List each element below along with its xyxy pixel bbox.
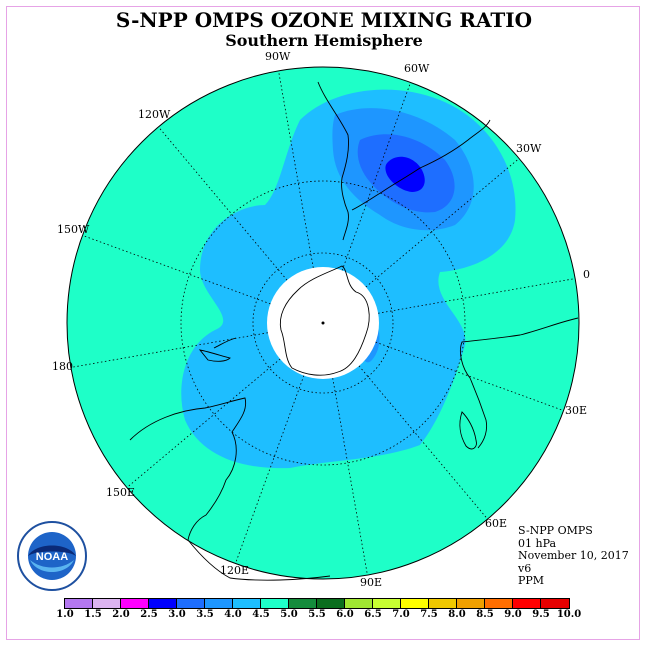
lon-label-90e: 90E (360, 576, 382, 589)
colorbar-tick-label: 2.0 (112, 609, 130, 620)
latitude-circle-60s (252, 252, 394, 394)
meridian-line (341, 82, 411, 271)
new-zealand-coastline (198, 337, 237, 362)
lon-label-120e: 120E (220, 564, 249, 577)
colorbar-swatch (457, 599, 485, 608)
colorbar-tick-label: 6.5 (364, 609, 382, 620)
pole-marker (321, 321, 325, 325)
colorbar-swatch (121, 599, 149, 608)
colorbar (64, 598, 570, 609)
page-subtitle: Southern Hemisphere (225, 31, 423, 50)
colorbar-tick-label: 5.0 (280, 609, 298, 620)
colorbar-tick-label: 9.5 (532, 609, 550, 620)
lon-label-90w: 90W (265, 50, 291, 63)
lon-label-150e: 150E (106, 486, 135, 499)
graticule (70, 70, 576, 576)
colorbar-swatch (205, 599, 233, 608)
colorbar-swatch (345, 599, 373, 608)
lon-label-120w: 120W (138, 108, 171, 121)
colorbar-tick-label: 4.5 (252, 609, 270, 620)
page-title: S-NPP OMPS OZONE MIXING RATIO (115, 8, 533, 32)
colorbar-swatch (401, 599, 429, 608)
colorbar-swatch (373, 599, 401, 608)
colorbar-tick-label: 9.0 (504, 609, 522, 620)
lon-label-30e: 30E (565, 404, 587, 417)
colorbar-swatch (289, 599, 317, 608)
meridian-line (365, 158, 520, 288)
latitude-circle-40s (180, 180, 466, 466)
colorbar-swatch (177, 599, 205, 608)
colorbar-swatch (317, 599, 345, 608)
colorbar-tick-label: 1.0 (56, 609, 74, 620)
colorbar-swatch (485, 599, 513, 608)
colorbar-tick-label: 8.5 (476, 609, 494, 620)
noaa-logo: NOAA (17, 521, 87, 591)
info-units: PPM (518, 574, 545, 587)
colorbar-swatch (233, 599, 261, 608)
map-outline (66, 66, 580, 580)
noaa-logo-text: NOAA (36, 551, 68, 563)
colorbar-tick-label: 4.0 (224, 609, 242, 620)
meridian-line (235, 375, 305, 564)
colorbar-tick-label: 5.5 (308, 609, 326, 620)
colorbar-swatch (261, 599, 289, 608)
lon-label-60w: 60W (404, 62, 430, 75)
meridian-line (126, 358, 281, 488)
colorbar-labels: 1.0 1.5 2.0 2.5 3.0 3.5 4.0 4.5 5.0 5.5 6.0 6.5 7.0 7… (0, 609, 648, 623)
meridian-line (332, 378, 368, 576)
colorbar-swatch (541, 599, 569, 608)
colorbar-tick-label: 8.0 (448, 609, 466, 620)
figure-frame (6, 6, 640, 640)
colorbar-swatch (429, 599, 457, 608)
colorbar-tick-label: 1.5 (84, 609, 102, 620)
south-america-coastline (317, 81, 491, 241)
meridian-line (82, 235, 271, 305)
longitude-labels: 90W 60W 30W 0 30E 60E 90E 120E 150E 180 … (52, 50, 590, 589)
info-version: v6 (518, 561, 532, 575)
meridian-line (278, 70, 314, 268)
lon-label-0: 0 (583, 268, 590, 281)
lon-label-150w: 150W (57, 223, 90, 236)
colorbar-swatch (65, 599, 93, 608)
madagascar-coastline (459, 411, 477, 450)
colorbar-swatch (149, 599, 177, 608)
lon-label-180: 180 (52, 360, 73, 373)
meridian-line (358, 365, 488, 520)
info-level: 01 hPa (518, 536, 557, 550)
colorbar-tick-label: 2.5 (140, 609, 158, 620)
meridian-line (158, 126, 288, 281)
australia-coastline (129, 397, 331, 581)
colorbar-tick-label: 3.0 (168, 609, 186, 620)
colorbar-tick-label: 3.5 (196, 609, 214, 620)
colorbar-tick-label: 7.5 (420, 609, 438, 620)
colorbar-tick-label: 6.0 (336, 609, 354, 620)
colorbar-swatch (513, 599, 541, 608)
info-date: November 10, 2017 (518, 549, 629, 562)
africa-coastline (459, 317, 579, 449)
meridian-line (378, 278, 576, 314)
colorbar-swatch (93, 599, 121, 608)
lon-label-60e: 60E (485, 517, 507, 530)
coastlines (129, 81, 579, 581)
info-block: S-NPP OMPS 01 hPa November 10, 2017 v6 P… (518, 524, 629, 588)
info-instrument: S-NPP OMPS (518, 524, 593, 537)
colorbar-tick-label: 10.0 (556, 609, 582, 620)
meridian-line (375, 341, 564, 411)
colorbar-tick-label: 7.0 (392, 609, 410, 620)
lon-label-30w: 30W (516, 142, 542, 155)
antarctica-coastline (279, 265, 370, 376)
